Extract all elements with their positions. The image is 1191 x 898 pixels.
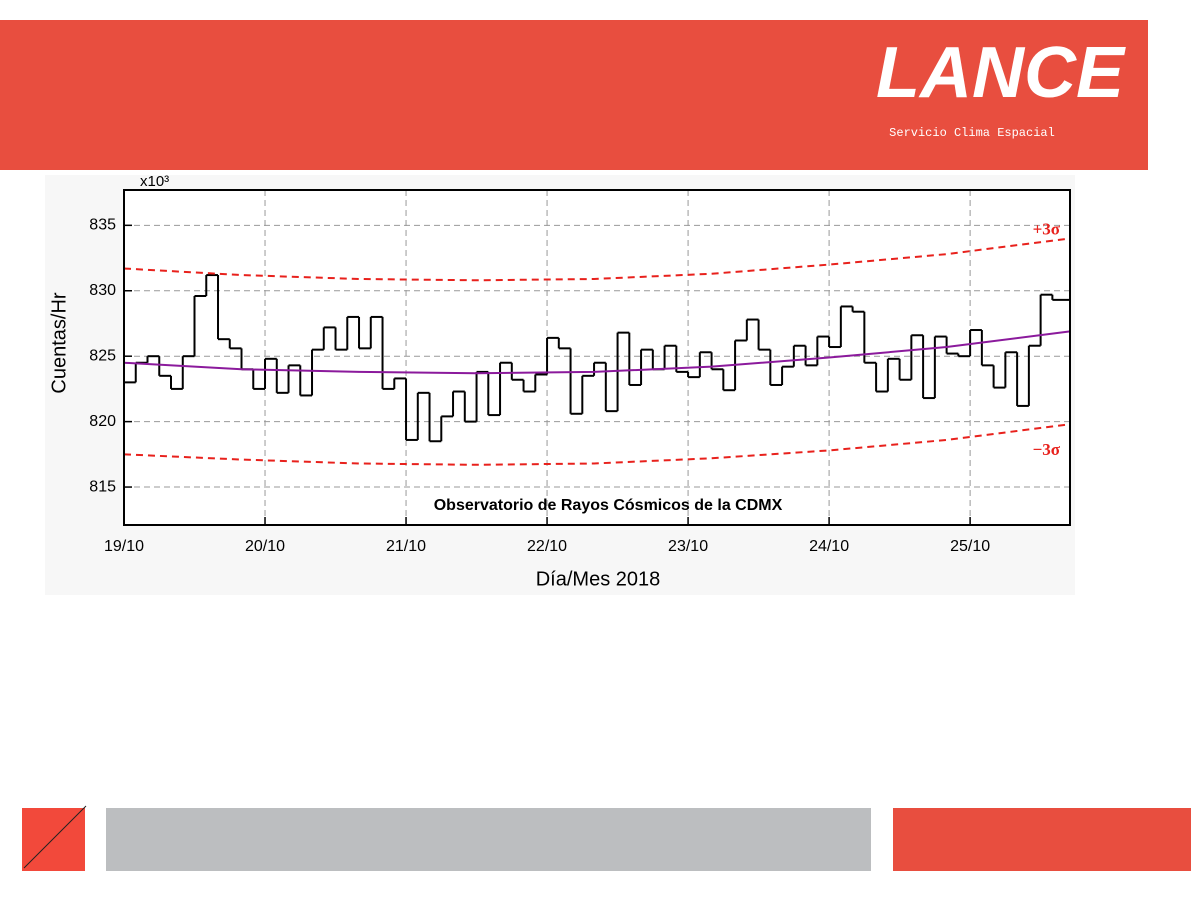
footer-red: [893, 808, 1191, 871]
y-axis-label: Cuentas/Hr: [48, 292, 70, 393]
footer-square: [22, 808, 85, 871]
x-tick-label: 20/10: [245, 538, 285, 555]
x-tick-label: 22/10: [527, 538, 567, 555]
band-label: −3σ: [1033, 440, 1061, 459]
logo-subtitle: Servicio Clima Espacial: [889, 126, 1055, 140]
x-tick-label: 19/10: [104, 538, 144, 555]
x-tick-label: 23/10: [668, 538, 708, 555]
y-tick-label: 830: [89, 282, 116, 299]
logo: LANCE: [876, 33, 1126, 113]
plot-area: [124, 190, 1070, 525]
line: [123, 423, 1071, 466]
x-tick-label: 21/10: [386, 538, 426, 555]
line: [123, 330, 1071, 375]
chart-annotation: Observatorio de Rayos Cósmicos de la CDM…: [434, 497, 783, 514]
y-tick-label: 815: [89, 478, 116, 495]
header-band: [0, 20, 1148, 170]
band-label: +3σ: [1033, 219, 1061, 238]
chart: 815 820 825 830 835 19/10 20/10 21/10 22/10 23/10…: [48, 173, 1071, 590]
y-tick-label: 825: [89, 347, 116, 364]
plot-frame: [123, 189, 1071, 526]
x-tick-label: 24/10: [809, 538, 849, 555]
y-tick-label: 820: [89, 413, 116, 430]
x-tick-label: 25/10: [950, 538, 990, 555]
y-multiplier: x10³: [140, 173, 169, 190]
y-tick-label: 835: [89, 217, 116, 234]
footer-gray: [106, 808, 871, 871]
x-axis-label: Día/Mes 2018: [536, 568, 661, 590]
footer-diagonal: [23, 805, 87, 869]
line: [123, 237, 1071, 282]
